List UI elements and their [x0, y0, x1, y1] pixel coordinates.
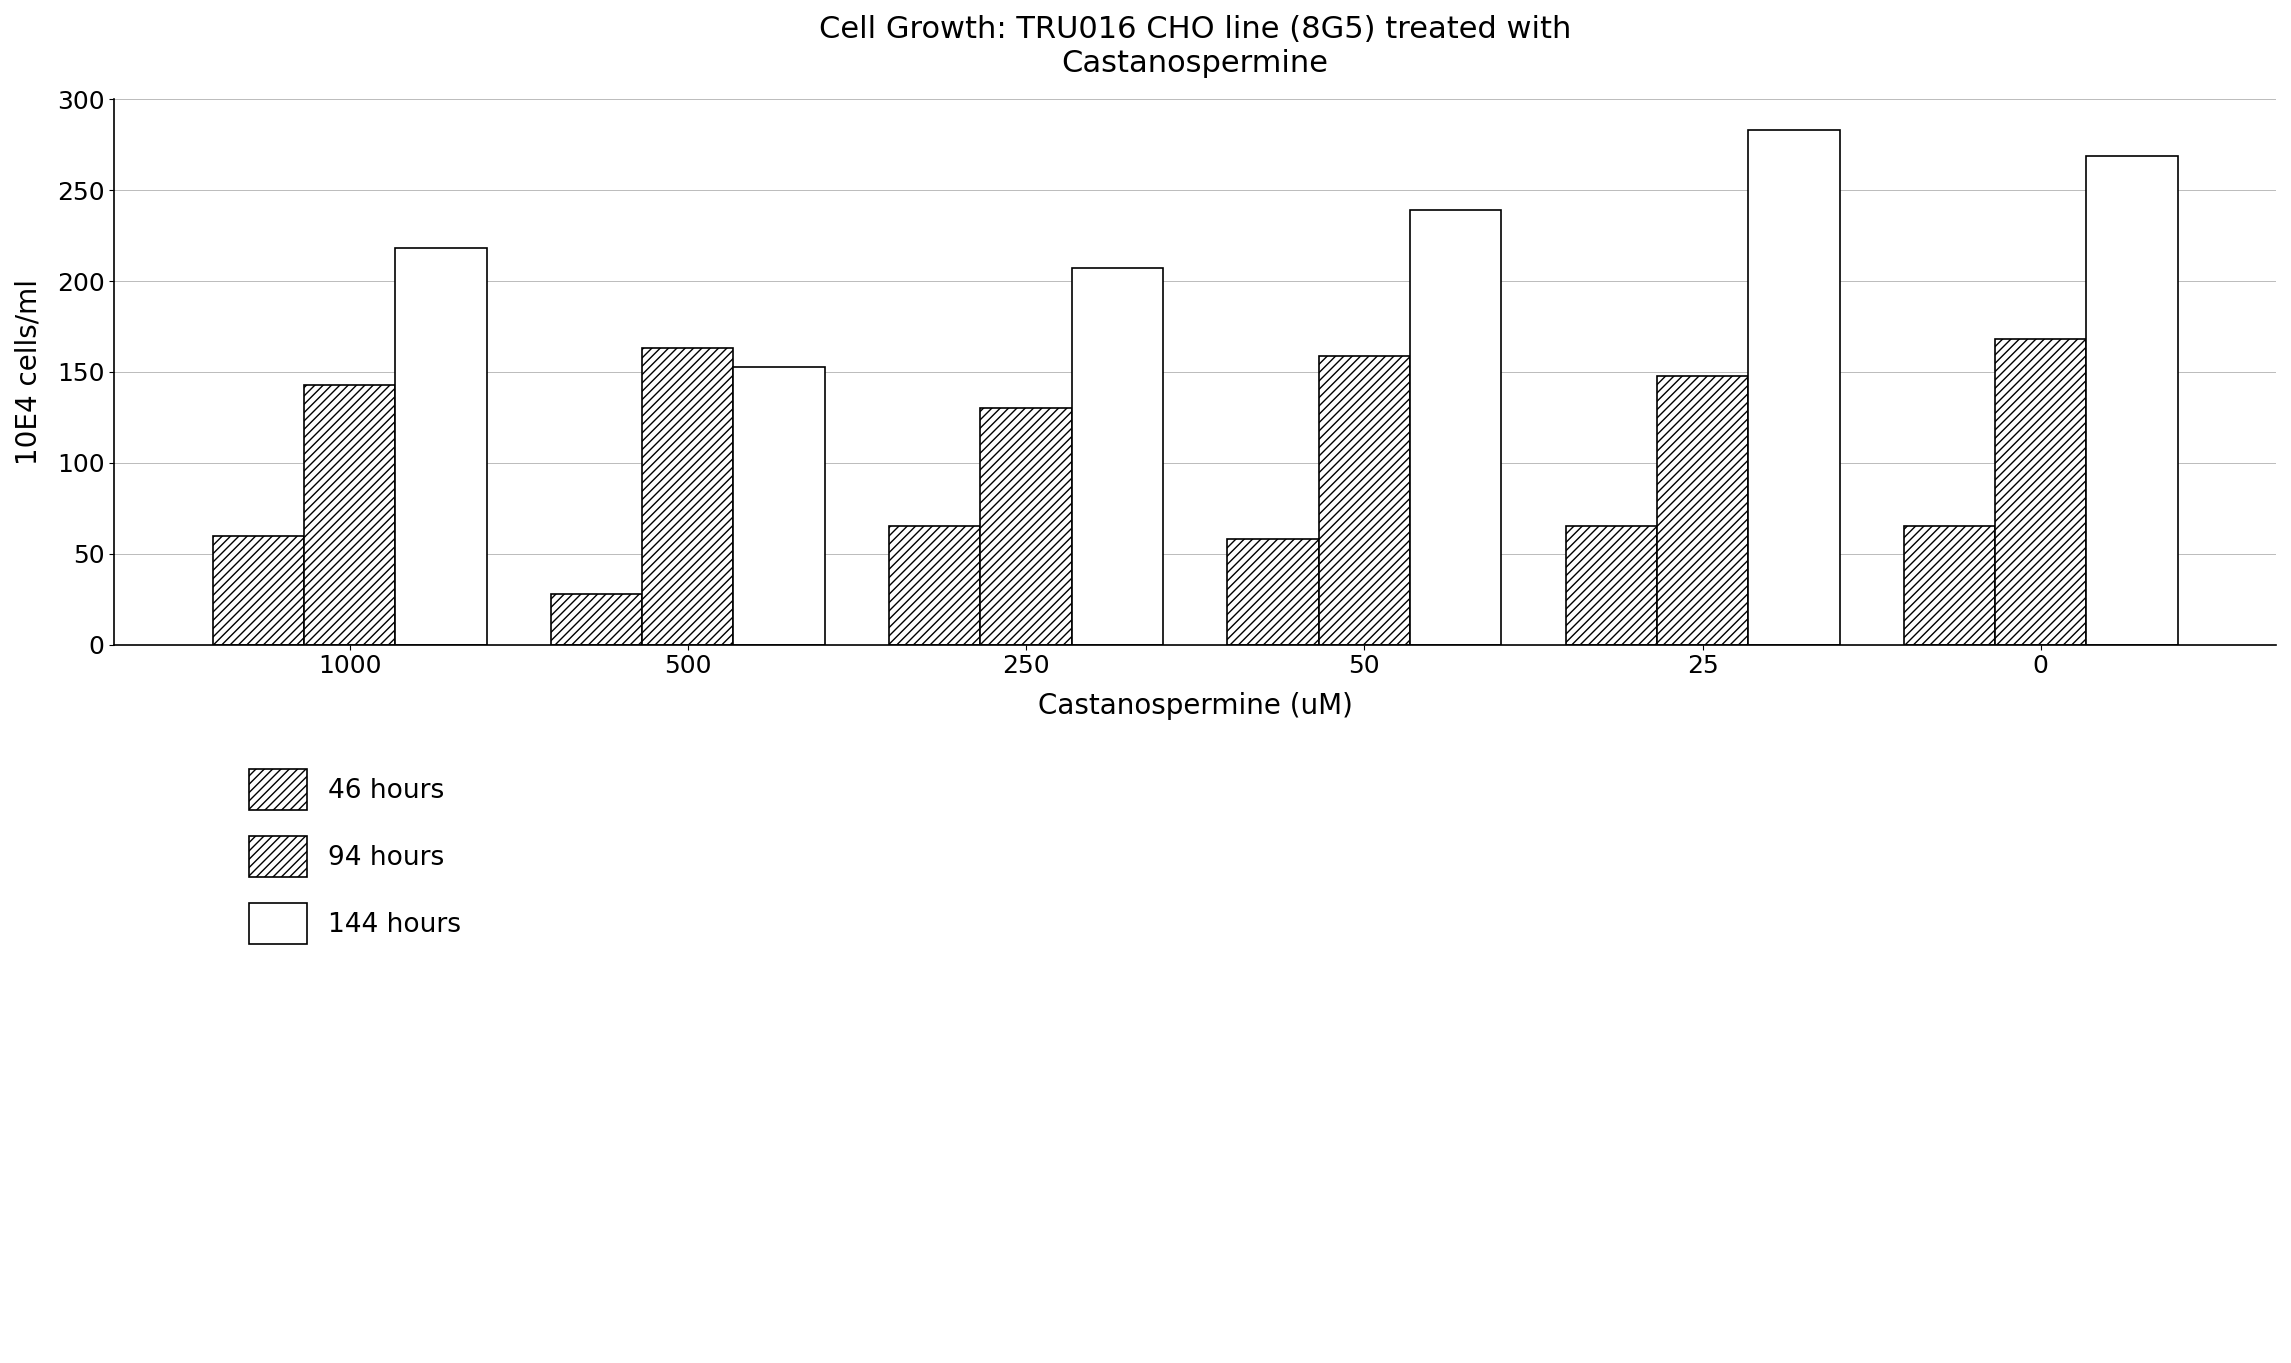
- Title: Cell Growth: TRU016 CHO line (8G5) treated with
Castanospermine: Cell Growth: TRU016 CHO line (8G5) treat…: [818, 15, 1572, 78]
- Bar: [1748, 131, 1840, 645]
- Bar: [1995, 339, 2087, 645]
- Bar: [1409, 210, 1501, 645]
- Bar: [1320, 356, 1409, 645]
- Bar: [889, 526, 981, 645]
- Bar: [733, 367, 825, 645]
- Y-axis label: 10E4 cells/ml: 10E4 cells/ml: [16, 279, 44, 465]
- Bar: [1656, 376, 1748, 645]
- Bar: [1565, 526, 1656, 645]
- Legend: 46 hours, 94 hours, 144 hours: 46 hours, 94 hours, 144 hours: [236, 756, 474, 957]
- Bar: [2087, 155, 2179, 645]
- Bar: [981, 409, 1072, 645]
- Bar: [1228, 540, 1320, 645]
- Bar: [641, 349, 733, 645]
- Bar: [396, 248, 486, 645]
- Bar: [1904, 526, 1995, 645]
- Bar: [550, 594, 641, 645]
- Bar: [1072, 269, 1164, 645]
- Bar: [305, 384, 396, 645]
- X-axis label: Castanospermine (uM): Castanospermine (uM): [1038, 692, 1352, 720]
- Bar: [213, 536, 305, 645]
